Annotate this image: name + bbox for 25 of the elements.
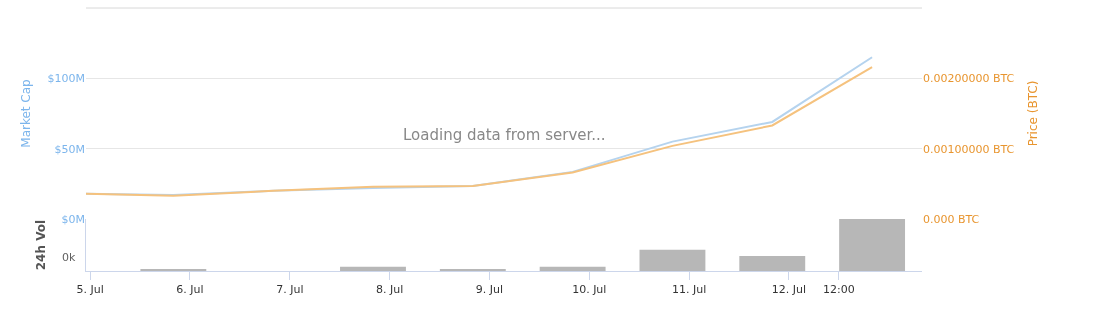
y2-tick-label: 0.000 BTC	[923, 212, 980, 226]
y-tick-label: $0M	[61, 212, 85, 226]
y2-tick-label: 0.00100000 BTC	[923, 142, 1015, 156]
y-axis-title: 24h Vol	[34, 219, 49, 271]
text: 0k	[62, 251, 76, 264]
x-tick-label: 9. Jul	[475, 283, 504, 297]
x-tick-label: 5. Jul	[76, 283, 104, 297]
bar	[539, 266, 606, 271]
x-tick-label: 12:00	[822, 283, 855, 297]
bar	[639, 249, 706, 271]
x-tick-label: 12. Jul	[771, 283, 807, 297]
x-tick-label: 8. Jul	[375, 283, 404, 297]
bar	[839, 219, 906, 271]
y-tick-label: $100M	[47, 72, 85, 86]
y2-tick-label: 0.00200000 BTC	[923, 72, 1015, 86]
y2-axis-title: Price (BTC)	[1025, 80, 1040, 147]
annotation: Loading data from server...	[403, 126, 606, 144]
y-axis-title: Market Cap	[18, 79, 33, 148]
bar	[739, 255, 806, 271]
x-tick-label: 7. Jul	[276, 283, 304, 297]
bar	[340, 266, 406, 271]
x-tick-label: 6. Jul	[176, 283, 204, 297]
y-tick-label: $50M	[54, 142, 85, 156]
x-tick-label: 11. Jul	[671, 283, 707, 297]
x-tick-label: 10. Jul	[572, 283, 607, 297]
